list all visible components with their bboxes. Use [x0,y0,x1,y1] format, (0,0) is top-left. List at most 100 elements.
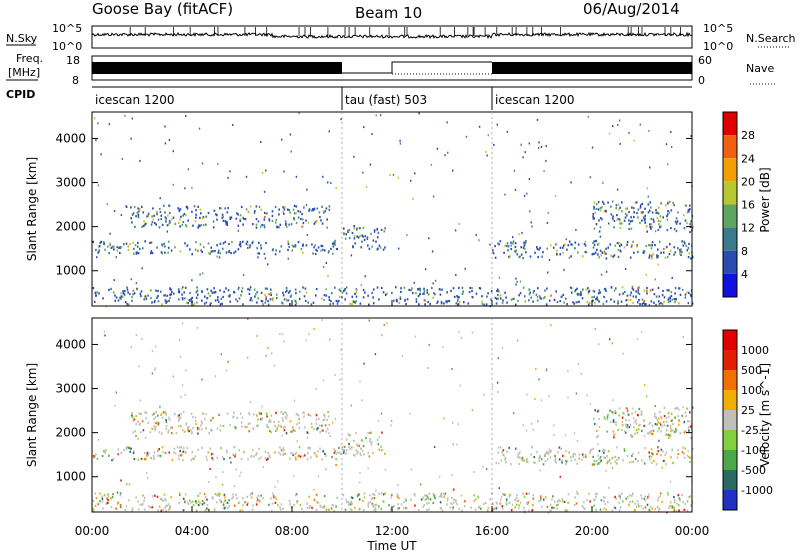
echo-cell [315,508,318,511]
echo-cell [372,288,375,291]
echo-cell [129,450,131,453]
echo-cell [178,298,180,301]
echo-cell [548,259,551,262]
echo-cell [158,505,161,508]
echo-cell [572,301,574,304]
echo-cell [266,423,268,427]
echo-cell [373,504,376,507]
echo-cell [206,498,208,501]
echo-cell [142,211,145,214]
echo-cell [334,449,337,453]
echo-cell [678,248,681,251]
echo-cell [120,451,122,454]
echo-cell [212,226,215,229]
echo-cell [649,458,651,461]
echo-cell [664,256,667,259]
echo-cell [501,505,504,508]
echo-cell [160,497,163,501]
echo-cell [151,413,154,416]
echo-cell [371,291,373,294]
echo-cell [174,452,177,455]
echo-cell [521,231,523,234]
echo-cell [622,352,624,355]
echo-cell [216,218,218,221]
echo-cell [492,252,495,255]
echo-cell [513,169,516,172]
echo-cell [190,501,192,504]
echo-cell [96,457,99,460]
echo-cell [164,299,167,302]
echo-cell [167,429,170,432]
echo-cell [205,215,208,218]
echo-cell [369,440,371,443]
echo-cell [324,249,326,252]
echo-cell [183,213,186,216]
echo-cell [294,452,297,455]
echo-cell [345,233,347,236]
echo-cell [266,287,269,290]
echo-cell [523,295,526,298]
echo-cell [246,495,248,498]
echo-cell [537,287,539,290]
echo-cell [528,509,530,512]
echo-cell [506,245,508,248]
echo-cell [652,218,655,221]
echo-cell [136,287,138,290]
echo-cell [524,241,527,244]
echo-cell [183,291,185,294]
echo-cell [575,228,577,231]
echo-cell [656,418,659,421]
echo-cell [686,407,688,410]
echo-cell [539,469,541,472]
echo-cell [277,420,280,423]
echo-cell [630,434,632,437]
echo-cell [633,215,635,219]
echo-cell [528,288,531,291]
echo-cell [638,505,640,508]
echo-cell [195,501,198,505]
echo-cell [353,234,356,238]
echo-cell [270,414,273,417]
echo-cell [314,244,316,247]
echo-cell [270,293,272,296]
echo-cell [616,214,618,217]
echo-cell [496,502,498,505]
echo-cell [603,250,606,253]
echo-cell [197,205,199,208]
echo-cell [262,303,264,306]
echo-cell [650,429,653,432]
echo-cell [397,496,399,500]
echo-cell [294,300,297,303]
echo-cell [660,430,662,433]
echo-cell [288,209,291,212]
echo-cell [222,219,225,222]
echo-cell [497,391,499,393]
echo-cell [656,430,659,433]
echo-cell [642,216,645,219]
echo-cell [463,505,466,508]
echo-cell [512,242,514,245]
echo-cell [284,425,286,428]
echo-cell [226,211,229,214]
echo-cell [234,425,236,428]
echo-cell [577,243,580,246]
echo-cell [143,496,146,499]
echo-cell [165,217,167,220]
echo-cell [372,302,375,305]
echo-cell [366,236,369,239]
echo-cell [555,243,557,246]
echo-cell [222,504,225,507]
echo-cell [635,422,638,425]
echo-cell [109,232,111,235]
echo-cell [669,435,671,438]
echo-cell [127,303,130,306]
echo-cell [268,454,271,457]
echo-cell [521,458,523,462]
echo-cell [534,461,536,464]
echo-cell [415,292,417,295]
y-tick-label: 2000 [55,426,86,440]
echo-cell [160,290,162,293]
echo-cell [92,507,95,510]
echo-cell [538,457,540,460]
echo-cell [542,463,545,466]
